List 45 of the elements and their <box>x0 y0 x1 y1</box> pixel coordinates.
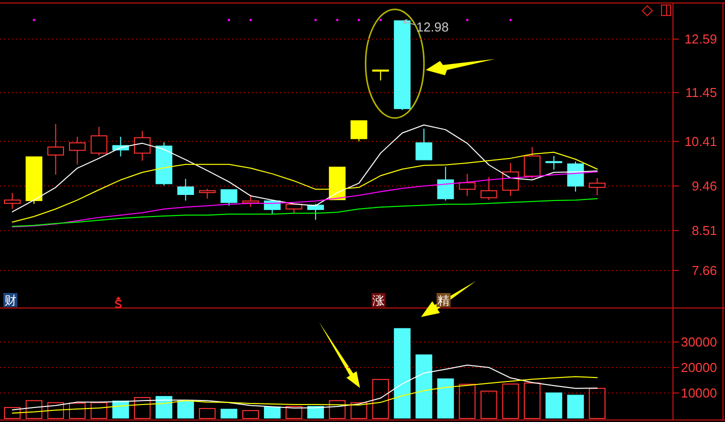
annotation: 12.98 <box>416 19 449 34</box>
y-tick-label: 7.66 <box>692 262 717 278</box>
y-tick-label: 30000 <box>680 334 717 350</box>
y-tick-label: 10000 <box>680 385 717 400</box>
bar <box>242 410 259 419</box>
bar <box>437 378 454 418</box>
bar <box>198 408 216 419</box>
bar <box>394 328 411 418</box>
bar <box>350 402 368 419</box>
marker-label: 财 <box>3 293 18 308</box>
bar <box>524 382 541 419</box>
bar <box>47 402 64 419</box>
bar <box>588 388 606 419</box>
line-series <box>12 376 598 414</box>
bar <box>502 384 519 419</box>
bar <box>328 400 346 419</box>
y-tick-label: 10.41 <box>684 134 717 149</box>
bar <box>546 392 562 418</box>
bar <box>68 402 86 419</box>
bar <box>416 354 432 418</box>
marker-label: 精 <box>436 293 451 308</box>
y-tick-label: 8.51 <box>692 223 717 238</box>
bar <box>372 378 389 419</box>
line-series <box>12 152 598 223</box>
bar <box>286 406 302 419</box>
y-tick-label: 12.59 <box>684 32 717 47</box>
bar <box>307 406 324 418</box>
bar <box>567 394 584 418</box>
line-series <box>12 124 598 212</box>
bar <box>156 396 172 418</box>
bar <box>458 384 476 419</box>
bar <box>177 400 194 418</box>
line-series <box>12 364 598 410</box>
bar <box>4 407 21 419</box>
y-tick-label: 9.46 <box>692 178 717 194</box>
bar <box>264 406 281 418</box>
bar <box>480 390 498 419</box>
line-series <box>12 198 598 227</box>
y-tick-label: 20000 <box>680 360 717 375</box>
marker-label: 涨 <box>372 293 386 308</box>
bar <box>134 397 151 419</box>
bar <box>26 400 42 419</box>
y-tick-label: 11.45 <box>685 85 717 100</box>
bar <box>220 408 238 418</box>
bar <box>90 402 108 419</box>
